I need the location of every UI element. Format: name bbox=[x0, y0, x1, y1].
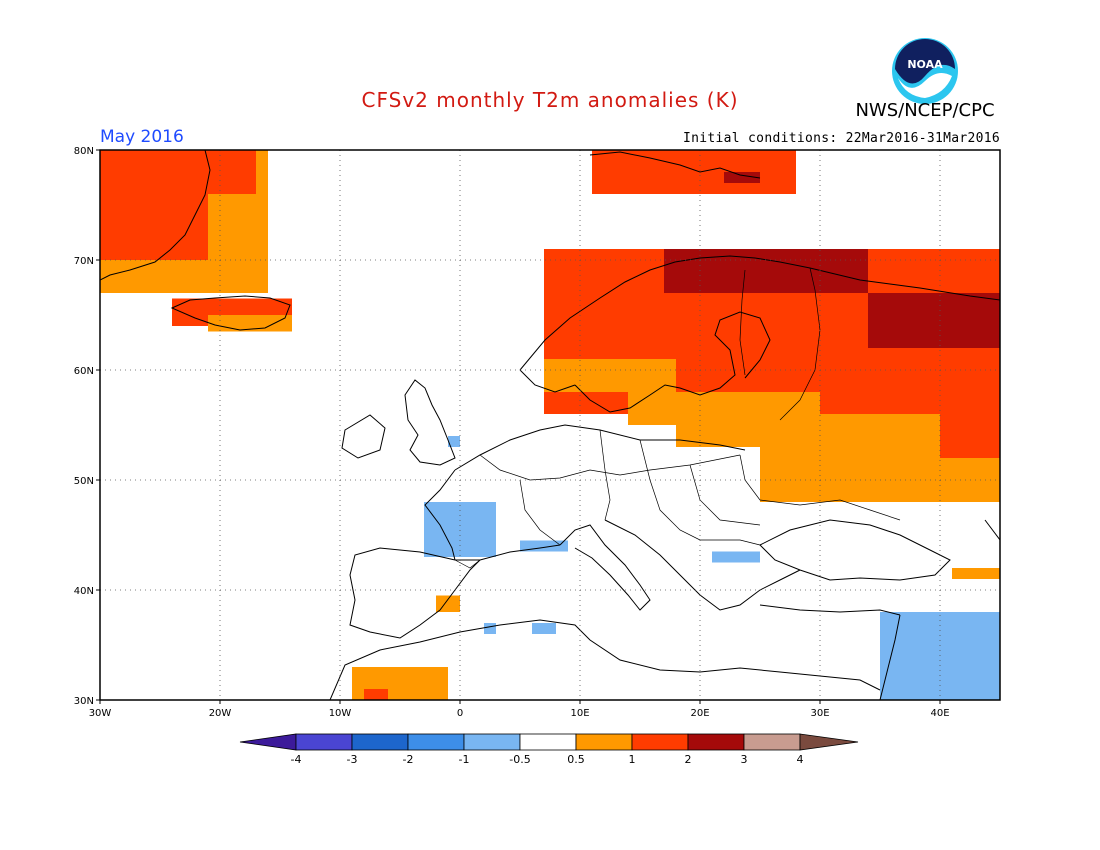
colorbar-segment--3_-2 bbox=[295, 733, 353, 751]
coastline-levant bbox=[879, 614, 901, 700]
coastline-svalbard bbox=[589, 151, 761, 179]
coastline-italy bbox=[559, 524, 651, 611]
lon-tick-20E: 20E bbox=[690, 708, 709, 719]
colorbar-label--1: -1 bbox=[459, 753, 470, 766]
colorbar-arrow-high bbox=[799, 733, 859, 751]
noaa-logo: NOAA bbox=[892, 38, 958, 104]
anomaly-cell--0.5_0-22 bbox=[520, 540, 568, 552]
coastline-continent bbox=[454, 424, 746, 471]
axis-ticks: 30W 20W 10W 0 10E 20E 30E 40E 30N 40N 50N 60N 70N 80N bbox=[74, 146, 950, 719]
anomaly-cell-1_2-15 bbox=[940, 414, 1000, 458]
coastline-layer bbox=[100, 150, 1000, 700]
anomaly-cell--0.5_0-24 bbox=[484, 623, 496, 634]
lon-tick-10W: 10W bbox=[329, 708, 352, 719]
colorbar-label--3: -3 bbox=[347, 753, 358, 766]
border-europe-5 bbox=[689, 464, 761, 526]
anomaly-cell--0.5_0-21 bbox=[448, 436, 460, 447]
coastline-scandinavia bbox=[519, 255, 1000, 371]
lat-tick-70N: 70N bbox=[74, 256, 94, 267]
forecast-month: May 2016 bbox=[100, 127, 184, 147]
colorbar-segment-white bbox=[519, 733, 577, 751]
lon-tick-10E: 10E bbox=[570, 708, 589, 719]
colorbar-label--2: -2 bbox=[403, 753, 414, 766]
border-iberia bbox=[454, 559, 481, 569]
lon-tick-30W: 30W bbox=[89, 708, 112, 719]
lat-tick-80N: 80N bbox=[74, 146, 94, 157]
anomaly-cell--0.5_0-25 bbox=[532, 623, 556, 634]
anomaly-cell-1_2-2 bbox=[208, 150, 256, 194]
colorbar-arrow-low bbox=[239, 733, 297, 751]
coastline-greenland bbox=[100, 150, 211, 281]
border-europe-3 bbox=[599, 429, 611, 521]
coastline-balkans bbox=[604, 519, 801, 611]
lon-tick-30E: 30E bbox=[810, 708, 829, 719]
border-russia bbox=[779, 267, 821, 421]
colorbar-segment-3_4 bbox=[743, 733, 801, 751]
coastline-caspian bbox=[984, 519, 1000, 541]
anomaly-cell-0.5_1-16 bbox=[436, 595, 460, 612]
lon-tick-40E: 40E bbox=[930, 708, 949, 719]
anomaly-cell--0.5_0-20 bbox=[424, 502, 496, 557]
coastline-iberia bbox=[349, 547, 482, 639]
coastline-britain bbox=[404, 379, 456, 466]
anomaly-cell-2_3-6 bbox=[724, 172, 760, 183]
coastline-ireland bbox=[341, 414, 386, 459]
colorbar-label--4: -4 bbox=[291, 753, 302, 766]
map-frame bbox=[99, 149, 1001, 701]
coastline-black-sea bbox=[759, 519, 951, 581]
coastline-med-north bbox=[479, 544, 561, 561]
colorbar-label-4: 4 bbox=[797, 753, 804, 766]
colorbar-label-3: 3 bbox=[741, 753, 748, 766]
colorbar-segment--2_-1 bbox=[351, 733, 409, 751]
border-finland bbox=[739, 269, 746, 376]
colorbar: -4 -3 -2 -1 -0.5 0.5 1 2 3 4 bbox=[239, 733, 859, 766]
map-title: CFSv2 monthly T2m anomalies (K) bbox=[361, 88, 739, 112]
colorbar-segment--1_-0.5 bbox=[407, 733, 465, 751]
colorbar-label--0.5: -0.5 bbox=[509, 753, 530, 766]
anomaly-cell-0.5_1-10 bbox=[544, 359, 628, 392]
coastline-turkey-south bbox=[759, 604, 901, 616]
coastline-north-africa bbox=[329, 619, 881, 700]
coastline-france-west bbox=[424, 469, 456, 561]
noaa-logo-text: NOAA bbox=[907, 58, 943, 71]
border-europe-2 bbox=[519, 479, 561, 546]
border-europe-1 bbox=[479, 454, 741, 481]
lon-tick-0: 0 bbox=[457, 708, 463, 719]
coastline-norway-west bbox=[519, 369, 576, 393]
colorbar-segment-2_3 bbox=[687, 733, 745, 751]
anomaly-cell-1_2-18 bbox=[364, 689, 388, 700]
anomaly-cell--0.5_0-23 bbox=[712, 551, 760, 563]
colorbar-segment-0.5_1 bbox=[575, 733, 633, 751]
colorbar-segment-1_2 bbox=[631, 733, 689, 751]
agency-label: NWS/NCEP/CPC bbox=[855, 100, 995, 121]
lat-tick-40N: 40N bbox=[74, 586, 94, 597]
colorbar-segment--0.5_0 bbox=[463, 733, 521, 751]
lon-tick-20W: 20W bbox=[209, 708, 232, 719]
anomaly-cell-2_3-8 bbox=[664, 249, 868, 293]
anomaly-cell-1_2-5 bbox=[592, 150, 796, 194]
lat-tick-50N: 50N bbox=[74, 476, 94, 487]
anomaly-cell-0.5_1-19 bbox=[952, 568, 1000, 579]
lat-tick-60N: 60N bbox=[74, 366, 94, 377]
anomaly-layer bbox=[100, 150, 1000, 700]
anomaly-cell-1_2-1 bbox=[100, 150, 208, 260]
coastline-iceland bbox=[170, 295, 291, 331]
initial-conditions: Initial conditions: 22Mar2016-31Mar2016 bbox=[683, 131, 1000, 146]
anomaly-cell-0.5_1-11 bbox=[628, 359, 676, 425]
colorbar-label-0.5: 0.5 bbox=[567, 753, 585, 766]
colorbar-label-1: 1 bbox=[629, 753, 636, 766]
lat-tick-30N: 30N bbox=[74, 696, 94, 707]
colorbar-label-2: 2 bbox=[685, 753, 692, 766]
coastline-baltic bbox=[574, 311, 771, 413]
graticule bbox=[100, 150, 1000, 700]
